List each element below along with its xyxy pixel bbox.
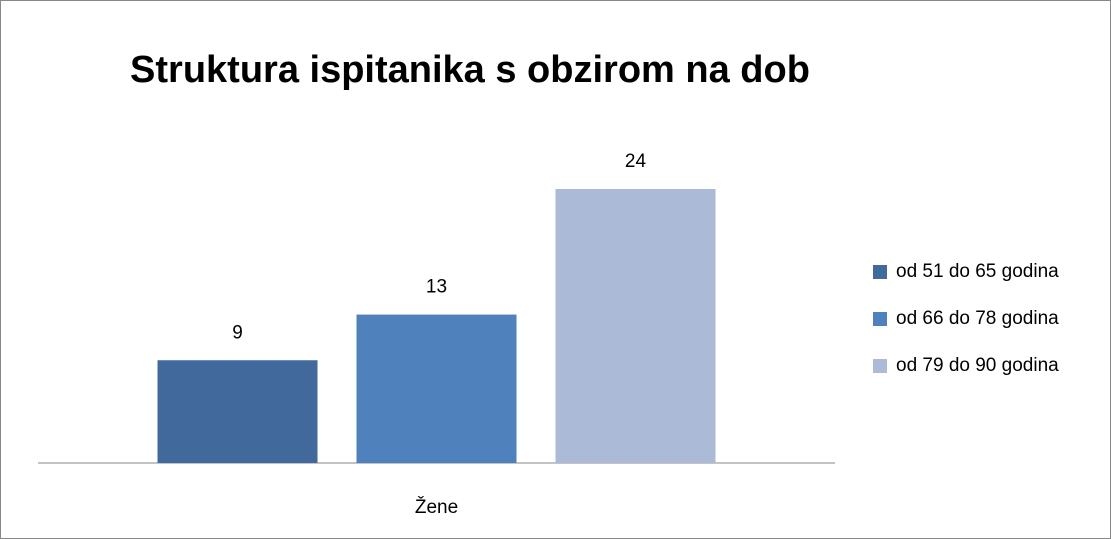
- data-label: 13: [426, 277, 447, 298]
- x-tick-label: Žene: [415, 496, 458, 518]
- chart-title: Struktura ispitanika s obzirom na dob: [130, 49, 810, 91]
- bar: [356, 314, 517, 463]
- data-label: 24: [625, 151, 647, 172]
- bar: [555, 189, 716, 463]
- legend-swatch: [873, 359, 887, 373]
- legend-swatch: [873, 312, 887, 326]
- data-label: 9: [232, 322, 243, 343]
- legend-label: od 79 do 90 godina: [896, 355, 1059, 376]
- legend-swatch: [873, 265, 887, 279]
- legend-label: od 66 do 78 godina: [896, 308, 1059, 329]
- legend-label: od 51 do 65 godina: [896, 261, 1059, 282]
- bar: [157, 360, 318, 463]
